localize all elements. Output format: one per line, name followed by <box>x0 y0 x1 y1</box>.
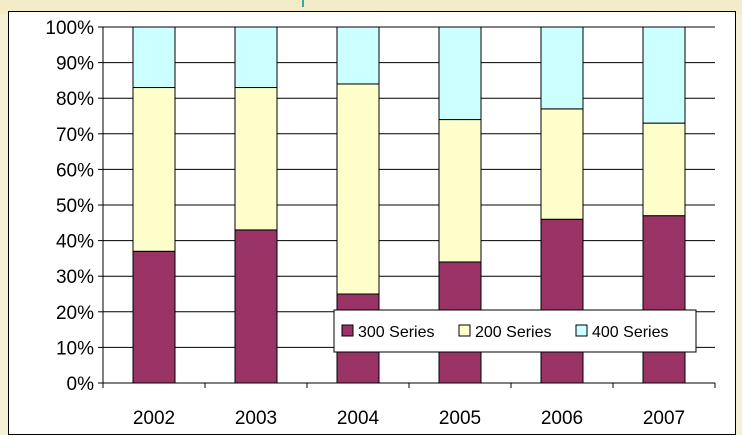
legend-label: 200 Series <box>475 324 552 341</box>
legend-swatch <box>575 324 588 337</box>
x-tick-label: 2005 <box>439 408 481 429</box>
bar-segment <box>540 108 584 220</box>
top-fringe <box>0 0 742 14</box>
bar-segment <box>540 26 584 110</box>
bar-segment <box>234 26 278 89</box>
bar-segment <box>132 26 176 89</box>
bar-segment <box>642 122 686 217</box>
bar-segment <box>438 119 482 263</box>
bar-segment <box>642 26 686 124</box>
gridlines <box>103 26 715 348</box>
y-tick-label: 40% <box>56 232 94 253</box>
bar-segment <box>132 250 176 384</box>
y-tick-label: 0% <box>67 374 95 395</box>
bars <box>132 26 686 384</box>
y-tick-label: 50% <box>56 196 94 217</box>
bar-segment <box>336 83 380 295</box>
bar-segment <box>642 215 686 384</box>
x-tick-label: 2003 <box>235 408 277 429</box>
x-tick-label: 2007 <box>643 408 685 429</box>
x-tick-label: 2004 <box>337 408 380 429</box>
legend-swatch <box>458 324 471 337</box>
legend-label: 400 Series <box>592 324 669 341</box>
legend-swatch <box>341 324 354 337</box>
y-tick-label: 90% <box>56 54 94 75</box>
legend-label: 300 Series <box>358 324 435 341</box>
y-tick-label: 70% <box>56 125 94 146</box>
y-tick-label: 30% <box>56 267 94 288</box>
y-tick-label: 100% <box>45 18 94 39</box>
bar-segment <box>336 26 380 85</box>
axes: 0% 10% 20% 30% 40% 50% 60% 70% 80% 90% 100% 2002 200… <box>45 18 716 429</box>
bar-segment <box>132 87 176 252</box>
bar-segment <box>540 218 584 384</box>
x-tick-label: 2002 <box>133 408 175 429</box>
top-marker <box>302 0 304 7</box>
x-tick-label: 2006 <box>541 408 583 429</box>
y-tick-label: 20% <box>56 303 94 324</box>
y-tick-label: 60% <box>56 160 94 181</box>
bar-segment <box>234 229 278 384</box>
y-tick-label: 10% <box>56 338 94 359</box>
legend: 300 Series 200 Series 400 Series <box>333 309 697 353</box>
bar-segment <box>234 87 278 231</box>
legend-box <box>333 309 697 353</box>
y-tick-label: 80% <box>56 89 94 110</box>
bar-segment <box>438 26 482 121</box>
